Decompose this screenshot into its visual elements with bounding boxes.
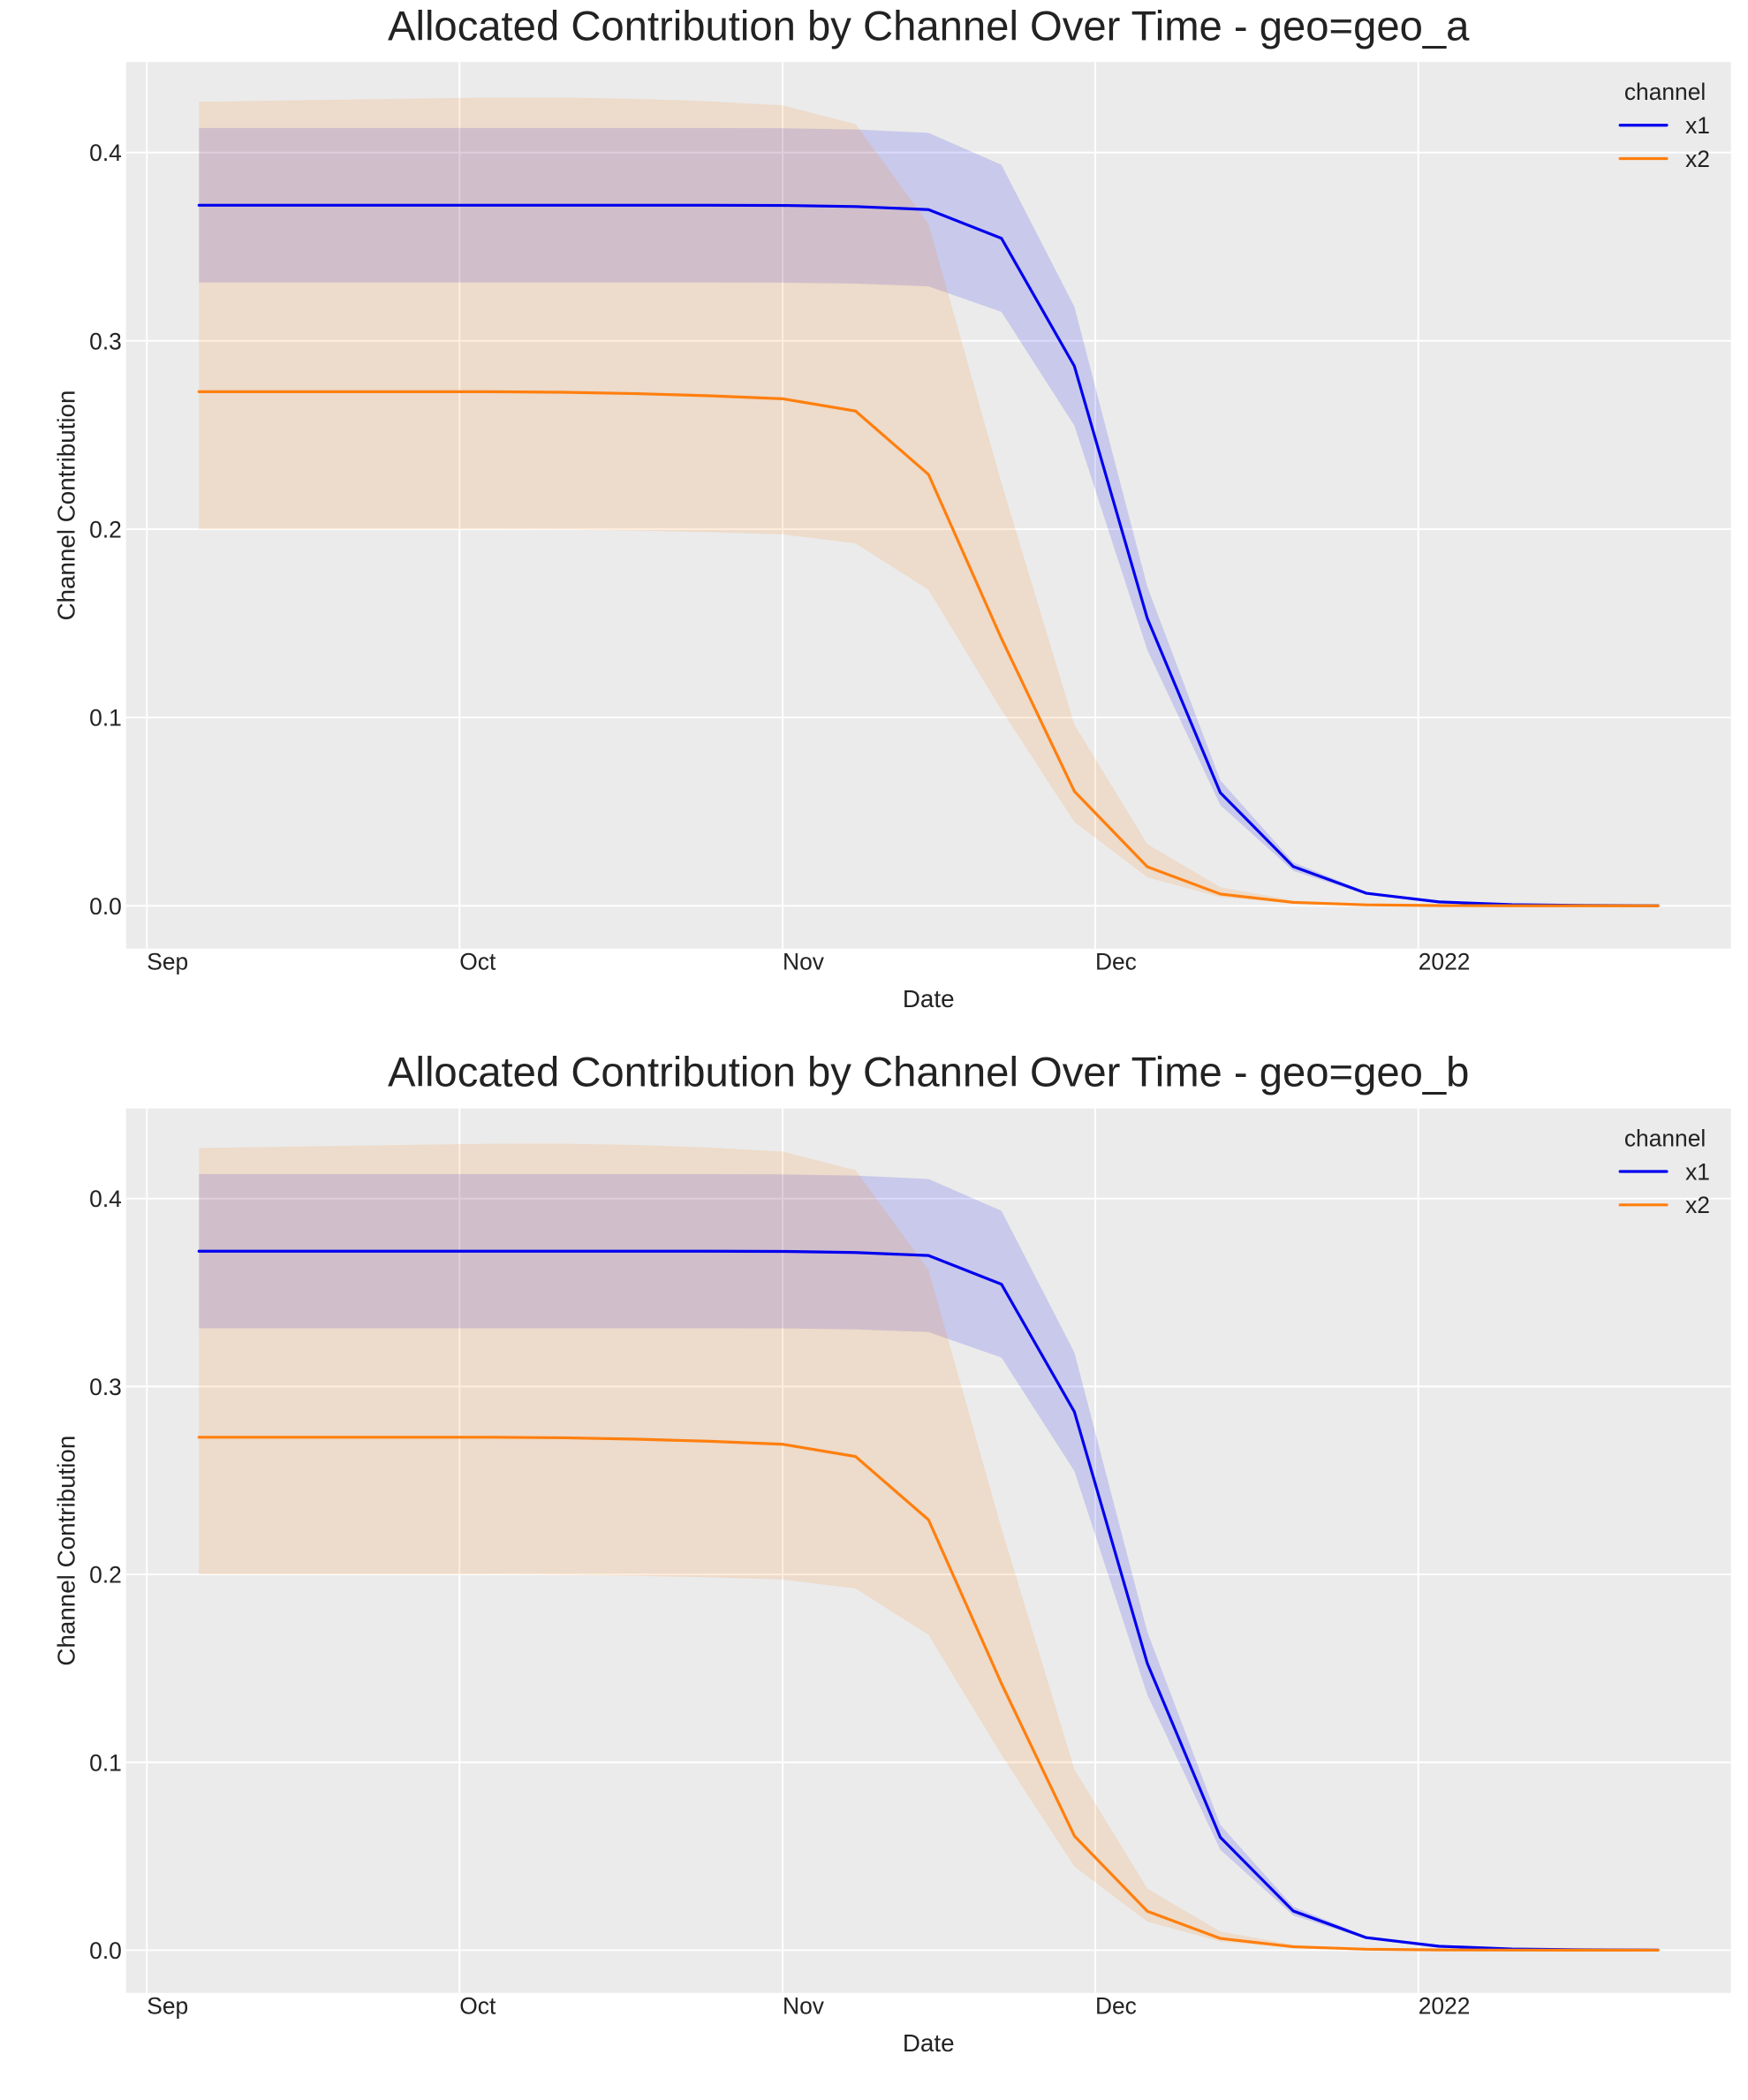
svg-text:x1: x1: [1685, 112, 1710, 139]
svg-text:x2: x2: [1685, 1192, 1710, 1218]
svg-text:0.4: 0.4: [89, 1186, 122, 1212]
svg-text:0.3: 0.3: [89, 1374, 122, 1400]
svg-text:Date: Date: [903, 2029, 955, 2057]
svg-text:Dec: Dec: [1095, 1993, 1137, 2020]
svg-text:0.1: 0.1: [89, 705, 122, 732]
svg-text:channel: channel: [1624, 79, 1706, 105]
svg-text:Date: Date: [903, 985, 955, 1012]
svg-text:x1: x1: [1685, 1158, 1710, 1185]
svg-text:Allocated Contribution by Chan: Allocated Contribution by Channel Over T…: [388, 1050, 1469, 1096]
svg-text:channel: channel: [1624, 1125, 1706, 1151]
svg-text:Oct: Oct: [459, 949, 496, 975]
svg-text:Nov: Nov: [783, 949, 825, 975]
svg-text:0.4: 0.4: [89, 140, 122, 166]
svg-text:0.1: 0.1: [89, 1749, 122, 1776]
svg-text:Allocated Contribution by Chan: Allocated Contribution by Channel Over T…: [388, 3, 1470, 49]
svg-text:0.2: 0.2: [89, 1562, 122, 1588]
svg-text:0.3: 0.3: [89, 328, 122, 354]
svg-text:Sep: Sep: [147, 1993, 188, 2020]
svg-text:Dec: Dec: [1095, 949, 1137, 975]
svg-text:Channel Contribution: Channel Contribution: [52, 1436, 79, 1666]
svg-text:Oct: Oct: [459, 1993, 496, 2020]
svg-text:Nov: Nov: [783, 1993, 825, 2020]
svg-text:x2: x2: [1685, 146, 1710, 172]
svg-text:2022: 2022: [1419, 1993, 1471, 2020]
svg-text:0.0: 0.0: [89, 893, 122, 920]
svg-text:Sep: Sep: [147, 949, 188, 975]
svg-text:0.0: 0.0: [89, 1937, 122, 1964]
svg-text:0.2: 0.2: [89, 517, 122, 543]
svg-text:Channel Contribution: Channel Contribution: [52, 390, 79, 621]
svg-text:2022: 2022: [1419, 949, 1471, 975]
